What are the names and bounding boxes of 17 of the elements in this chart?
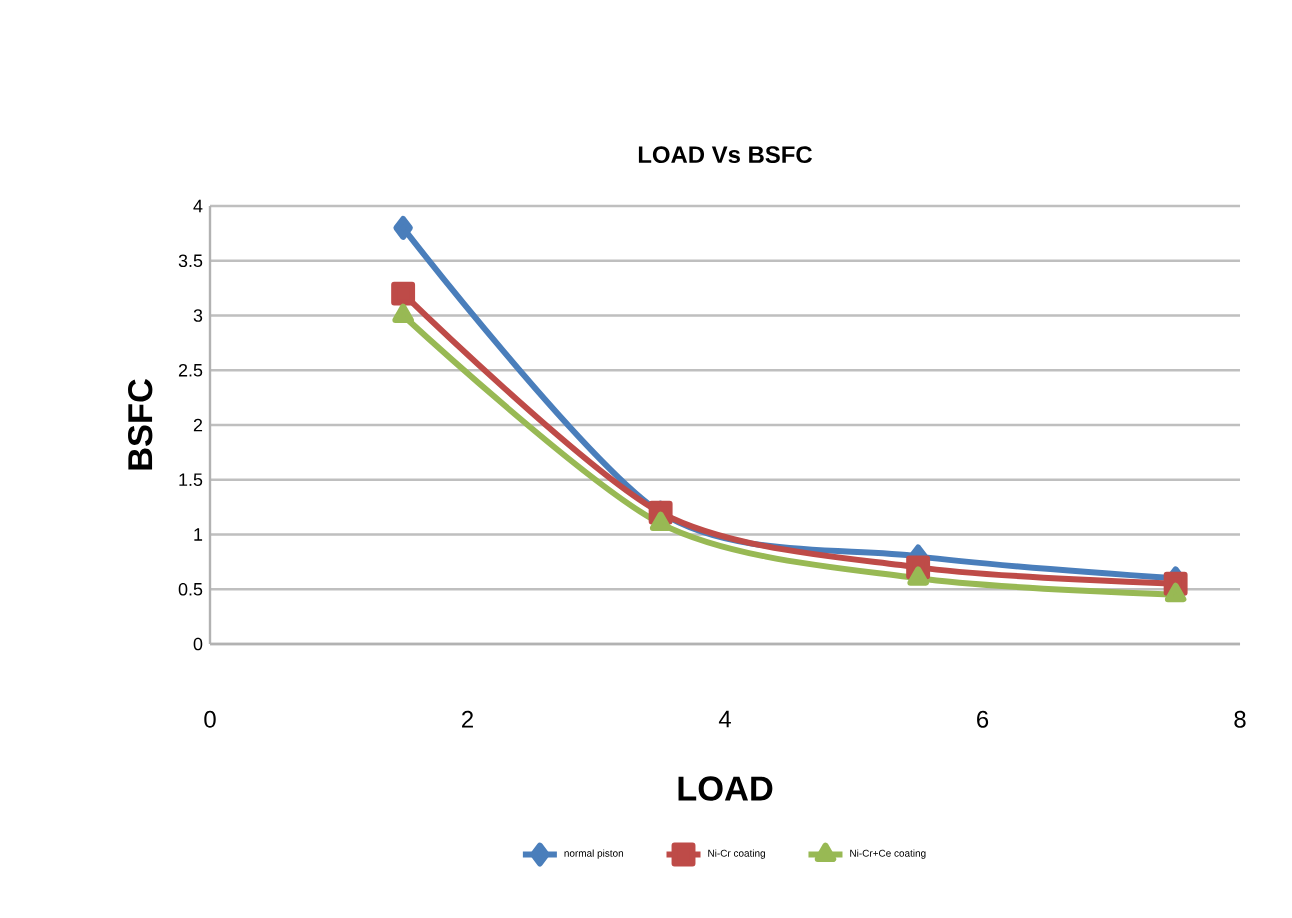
- x-tick-label: 4: [718, 710, 731, 728]
- y-tick-label: 4: [193, 199, 203, 213]
- y-tick-label: 1: [194, 528, 203, 541]
- y-tick-label: 2.5: [178, 363, 203, 377]
- y-tick-label: 3.5: [178, 254, 203, 268]
- x-tick-label: 6: [977, 710, 989, 728]
- x-tick-label: 8: [1234, 710, 1246, 728]
- chart-title: LOAD Vs BSFC: [638, 146, 813, 164]
- y-tick-label: 0: [193, 637, 203, 651]
- y-tick-label: 0.5: [178, 582, 203, 596]
- y-axis-title: BSFC: [128, 379, 153, 470]
- x-tick-label: 2: [462, 710, 473, 728]
- x-axis-title: LOAD: [678, 776, 773, 801]
- y-tick-label: 2: [193, 418, 203, 432]
- y-tick-label: 1.5: [179, 473, 203, 487]
- y-tick-label: 3: [193, 309, 203, 322]
- x-tick-label: 0: [204, 710, 216, 728]
